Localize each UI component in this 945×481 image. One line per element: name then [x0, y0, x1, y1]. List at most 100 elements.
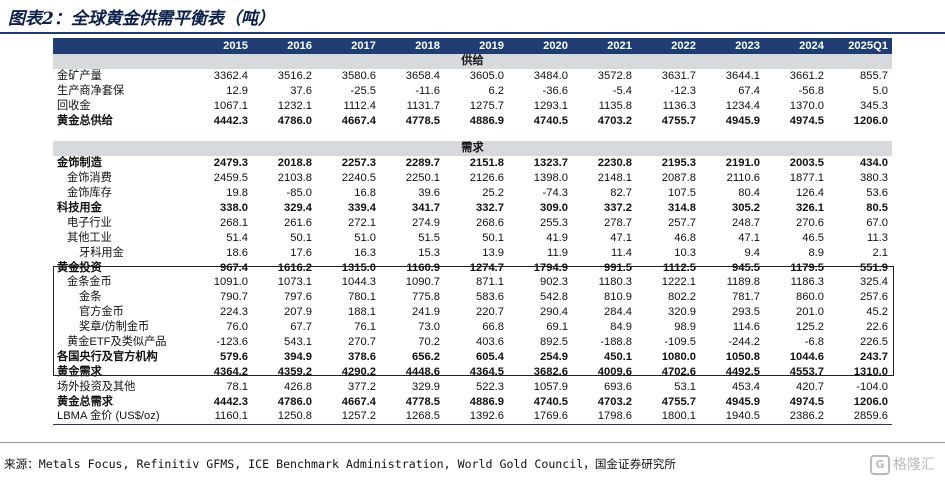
value-cell: 4009.6	[597, 365, 632, 378]
row-label: 场外投资及其他	[57, 380, 136, 393]
row-label: 黄金投资	[57, 261, 102, 274]
value-cell: 4755.7	[661, 395, 696, 408]
value-cell: 656.2	[412, 350, 440, 363]
value-cell: 345.3	[860, 99, 888, 112]
value-cell: 4702.6	[661, 365, 696, 378]
value-cell: 4786.0	[277, 114, 312, 127]
value-cell: 403.6	[476, 335, 504, 348]
row-label: 奖章/仿制金币	[79, 321, 150, 334]
value-cell: 6.2	[488, 84, 504, 97]
value-cell: 51.0	[354, 231, 376, 244]
value-cell: 1940.5	[700, 409, 764, 426]
value-cell: 967.4	[220, 261, 248, 274]
value-cell: 339.4	[348, 201, 376, 214]
value-cell: 254.9	[540, 350, 568, 363]
value-cell: 1073.1	[277, 276, 312, 289]
value-cell: 1293.1	[533, 99, 568, 112]
value-cell: -109.5	[664, 335, 696, 348]
value-cell: 41.9	[546, 231, 568, 244]
value-cell: 2148.1	[597, 172, 632, 185]
value-cell: 257.7	[668, 216, 696, 229]
value-cell: 1222.1	[661, 276, 696, 289]
value-cell: 257.6	[860, 291, 888, 304]
value-cell: 1080.0	[661, 350, 696, 363]
value-cell: 84.9	[610, 321, 632, 334]
demand-row: 金饰库存 19.8 -85.0 16.8 39.6 25.2 -74.3 82.7 107.5 8…	[53, 186, 892, 201]
year-header: 2019	[444, 38, 508, 54]
value-cell: 1180.3	[598, 276, 632, 289]
value-cell: 270.6	[796, 216, 824, 229]
value-cell: 4448.6	[405, 365, 440, 378]
value-cell: 4755.7	[661, 114, 696, 127]
row-label: 牙科用金	[79, 246, 124, 259]
value-cell: 4740.5	[533, 114, 568, 127]
value-cell: 1186.3	[790, 276, 824, 289]
value-cell: 309.0	[540, 201, 568, 214]
section-row-demand: 需求	[53, 141, 892, 157]
demand-row: 场外投资及其他 78.1 426.8 377.2 329.9 522.3 1057.9 693…	[53, 380, 892, 395]
value-cell: 2110.6	[726, 172, 760, 185]
value-cell: 1370.0	[789, 99, 824, 112]
value-cell: 67.4	[738, 84, 760, 97]
value-cell: 207.9	[284, 306, 312, 319]
value-cell: 255.3	[540, 216, 568, 229]
year-header: 2020	[508, 38, 572, 54]
value-cell: 2126.6	[469, 172, 504, 185]
value-cell: 1044.6	[789, 350, 824, 363]
value-cell: 1798.6	[572, 409, 636, 426]
value-cell: 377.2	[348, 380, 376, 393]
gold-balance-table: 2015 2016 2017 2018 2019 2020 2021 2022 2023 2024…	[53, 38, 892, 426]
row-label: 金饰制造	[57, 157, 102, 170]
value-cell: 67.0	[866, 216, 888, 229]
value-cell: 855.7	[860, 69, 888, 82]
value-cell: 1135.8	[598, 99, 632, 112]
section-supply: 供给	[53, 54, 892, 69]
value-cell: 1112.5	[663, 261, 696, 274]
value-cell: 583.6	[476, 291, 504, 304]
value-cell: 1136.3	[662, 99, 696, 112]
value-cell: 1315.0	[341, 261, 376, 274]
value-cell: 378.6	[348, 350, 376, 363]
value-cell: 4778.5	[405, 395, 440, 408]
value-cell: -56.8	[798, 84, 825, 97]
value-cell: 1131.7	[406, 99, 440, 112]
value-cell: 80.4	[738, 187, 760, 200]
year-header: 2018	[380, 38, 444, 54]
value-cell: 13.9	[482, 246, 504, 259]
demand-row: 官方金币 224.3 207.9 188.1 241.9 220.7 290.4 284.4 3…	[53, 305, 892, 320]
value-cell: 810.9	[604, 291, 632, 304]
value-cell: 1050.8	[725, 350, 760, 363]
value-cell: 37.6	[290, 84, 312, 97]
value-cell: 2151.8	[469, 157, 504, 170]
year-header: 2025Q1	[828, 38, 892, 54]
value-cell: 4740.5	[533, 395, 568, 408]
value-cell: 76.0	[226, 321, 248, 334]
value-cell: 46.5	[802, 231, 824, 244]
value-cell: 326.1	[796, 201, 824, 214]
value-cell: 53.1	[674, 380, 696, 393]
value-cell: 1769.6	[508, 409, 572, 426]
value-cell: 3362.4	[213, 69, 248, 82]
header-row: 2015 2016 2017 2018 2019 2020 2021 2022 2023 2024…	[53, 38, 892, 54]
value-cell: 4359.2	[277, 365, 312, 378]
row-label: 黄金ETF及类似产品	[67, 335, 167, 348]
value-cell: 1398.0	[533, 172, 568, 185]
value-cell: 4290.2	[341, 365, 376, 378]
value-cell: 338.0	[220, 201, 248, 214]
value-cell: 2003.5	[789, 157, 824, 170]
value-cell: 1160.9	[406, 261, 440, 274]
demand-row: 奖章/仿制金币 76.0 67.7 76.1 73.0 66.8 69.1 84.9 98.9 1…	[53, 320, 892, 335]
value-cell: 790.7	[220, 291, 248, 304]
value-cell: 4945.9	[725, 395, 760, 408]
value-cell: 11.3	[867, 231, 888, 244]
value-cell: 1179.5	[790, 261, 824, 274]
value-cell: 2.1	[872, 246, 888, 259]
watermark-logo-icon: G	[870, 455, 890, 475]
value-cell: 1206.0	[853, 114, 888, 127]
value-cell: 314.8	[668, 201, 696, 214]
row-label: 金饰消费	[67, 172, 112, 185]
value-cell: 70.2	[418, 335, 440, 348]
value-cell: -104.0	[856, 380, 888, 393]
value-cell: 1310.0	[853, 365, 888, 378]
row-label: LBMA 金价 (US$/oz)	[53, 409, 188, 426]
